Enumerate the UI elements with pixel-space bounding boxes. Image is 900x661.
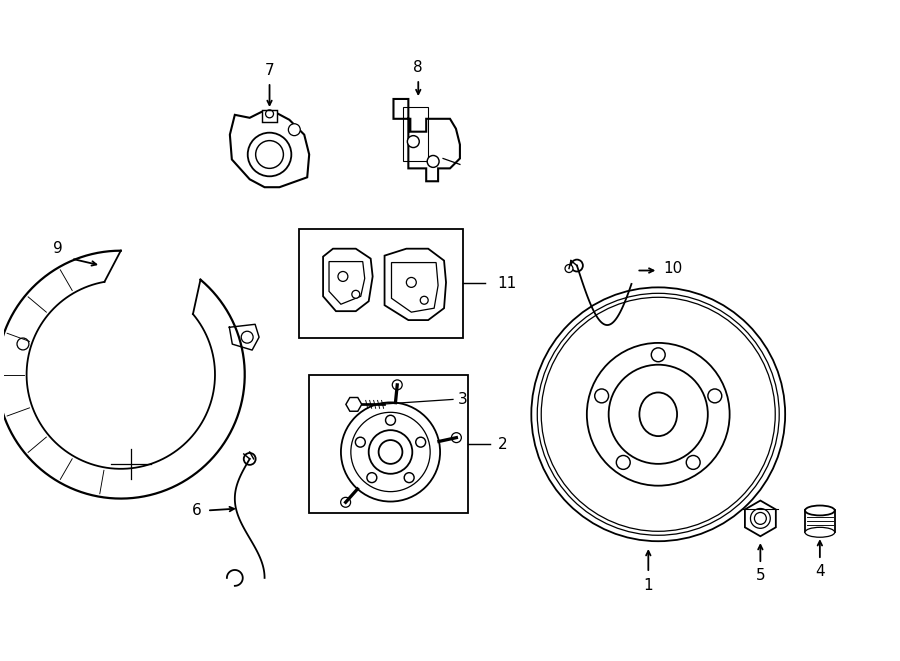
Bar: [262, 110, 277, 122]
Text: 3: 3: [458, 392, 468, 407]
Bar: [403, 107, 428, 161]
Circle shape: [385, 415, 395, 425]
Circle shape: [404, 473, 414, 483]
Circle shape: [248, 133, 292, 176]
Circle shape: [367, 473, 377, 483]
Circle shape: [754, 512, 766, 524]
Circle shape: [379, 440, 402, 464]
Circle shape: [338, 272, 348, 282]
Text: 9: 9: [53, 241, 63, 256]
Circle shape: [708, 389, 722, 403]
Circle shape: [420, 296, 428, 304]
Circle shape: [241, 331, 253, 343]
Circle shape: [616, 455, 630, 469]
Text: 2: 2: [498, 436, 508, 451]
Text: 11: 11: [498, 276, 517, 291]
Text: 7: 7: [265, 63, 274, 78]
Text: 1: 1: [644, 578, 653, 594]
Circle shape: [452, 433, 462, 443]
Circle shape: [571, 260, 583, 272]
Text: 6: 6: [193, 503, 202, 518]
Polygon shape: [346, 397, 362, 411]
Circle shape: [341, 497, 351, 507]
Circle shape: [687, 455, 700, 469]
Circle shape: [356, 437, 365, 447]
Circle shape: [428, 155, 439, 167]
Circle shape: [17, 338, 29, 350]
Circle shape: [652, 348, 665, 362]
Ellipse shape: [805, 527, 834, 537]
Circle shape: [416, 437, 426, 447]
Bar: [805, 510, 834, 532]
Bar: [310, 375, 468, 514]
Circle shape: [352, 290, 360, 298]
Circle shape: [408, 136, 419, 147]
Circle shape: [288, 124, 301, 136]
Bar: [300, 229, 463, 338]
Circle shape: [565, 264, 573, 272]
Ellipse shape: [805, 506, 834, 516]
Text: 4: 4: [815, 564, 824, 580]
Text: 10: 10: [663, 261, 682, 276]
Circle shape: [244, 453, 256, 465]
Circle shape: [407, 278, 417, 288]
Circle shape: [595, 389, 608, 403]
Ellipse shape: [639, 393, 677, 436]
Text: 5: 5: [756, 568, 765, 584]
Circle shape: [392, 380, 402, 390]
Text: 8: 8: [413, 59, 423, 75]
